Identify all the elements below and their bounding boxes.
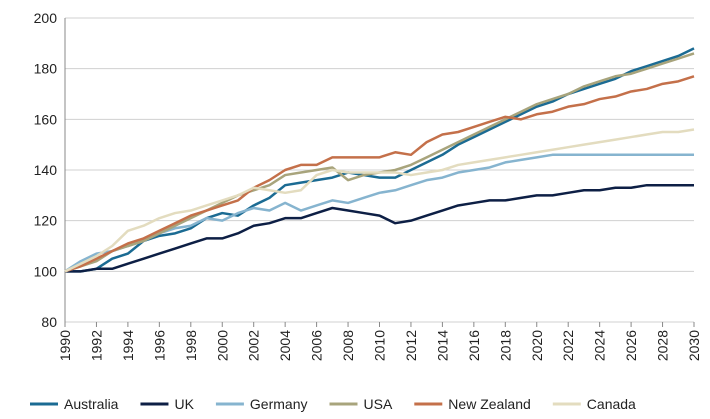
x-tick-label: 2026 (623, 330, 639, 361)
x-tick-label: 2028 (655, 330, 671, 361)
x-tick-label: 1994 (120, 330, 136, 361)
x-tick-label: 2030 (686, 330, 702, 361)
series-line (64, 128, 695, 273)
x-tick-label: 2002 (246, 330, 262, 361)
x-tick-label: 1992 (88, 330, 104, 361)
x-tick-label: 1990 (57, 330, 73, 361)
x-tick-label: 2014 (434, 330, 450, 361)
x-tick-label: 1996 (151, 330, 167, 361)
y-tick-label: 120 (34, 213, 58, 229)
x-tick-label: 2016 (466, 330, 482, 361)
legend-label: Canada (587, 396, 636, 412)
x-tick-label: 1998 (183, 330, 199, 361)
series-line (64, 75, 695, 273)
legend-label: Australia (64, 396, 119, 412)
y-tick-label: 180 (34, 61, 58, 77)
x-tick-label: 2018 (497, 330, 513, 361)
x-tick-label: 2010 (372, 330, 388, 361)
legend: Australia UK Germany USA New Zealand Canada (30, 396, 636, 412)
series-line (64, 153, 694, 273)
x-tick-label: 2000 (214, 330, 230, 361)
series-line (65, 183, 694, 273)
x-tick-label: 2022 (560, 330, 576, 361)
x-tick-label: 2020 (529, 330, 545, 361)
x-tick-label: 2006 (309, 330, 325, 361)
y-tick-label: 200 (34, 10, 58, 26)
y-tick-label: 140 (34, 162, 58, 178)
series-line (64, 52, 695, 273)
legend-label: USA (364, 396, 393, 412)
x-tick-label: 2008 (340, 330, 356, 361)
x-tick-label: 2012 (403, 330, 419, 361)
x-tick-label: 2004 (277, 330, 293, 361)
y-tick-label: 160 (34, 111, 58, 127)
x-tick-label: 2024 (592, 330, 608, 361)
legend-label: Germany (250, 396, 308, 412)
legend-label: New Zealand (448, 396, 531, 412)
y-tick-label: 80 (41, 314, 57, 330)
y-tick-label: 100 (34, 263, 58, 279)
series-line (65, 47, 695, 273)
legend-label: UK (174, 396, 194, 412)
